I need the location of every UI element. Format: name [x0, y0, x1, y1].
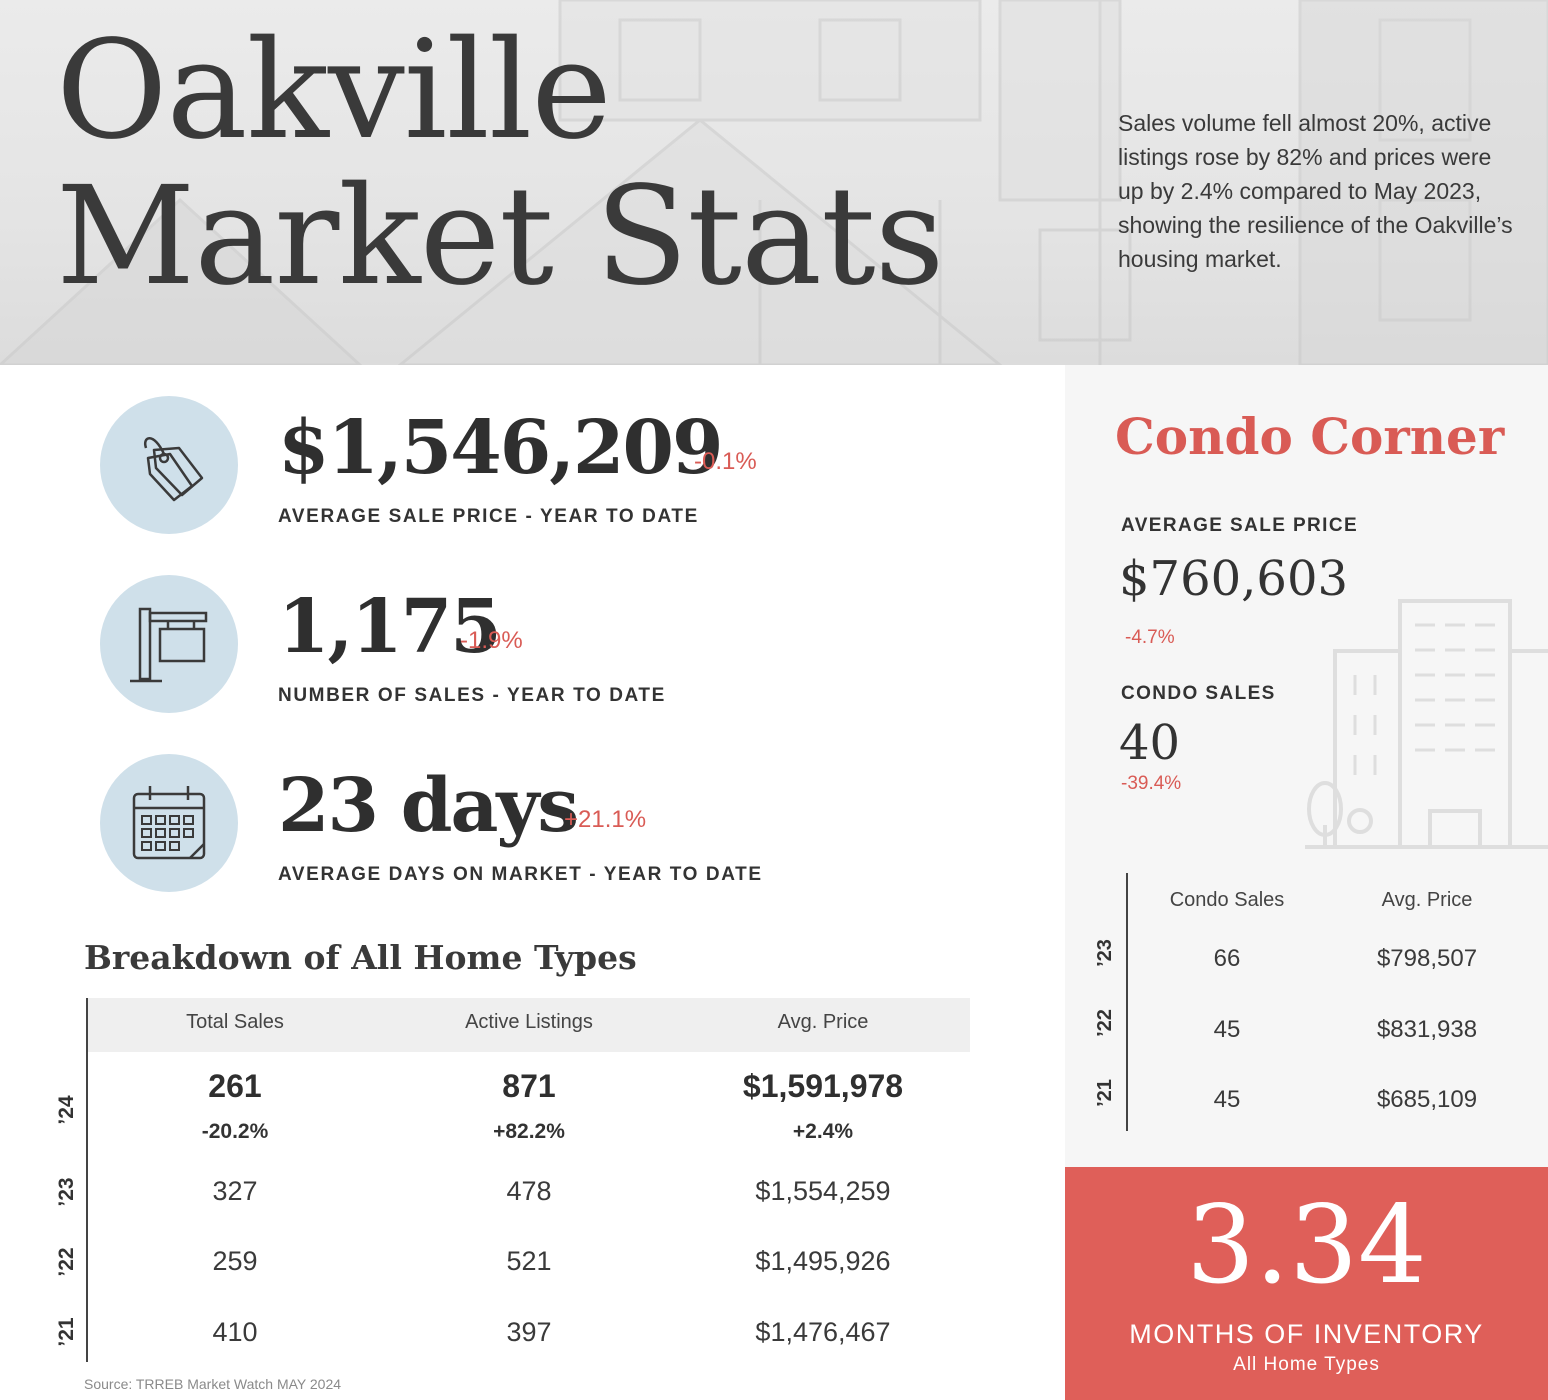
table-cell: 478	[506, 1176, 552, 1206]
header-banner: Oakville Market Stats Sales volume fell …	[0, 0, 1548, 365]
table-cell: 397	[506, 1317, 552, 1347]
row-year-label: ’22	[55, 1247, 78, 1277]
table-cell: $1,495,926	[755, 1246, 891, 1276]
breakdown-header-row: Total Sales Active Listings Avg. Price	[88, 998, 970, 1052]
condo-sales-change: -39.4%	[1121, 773, 1182, 794]
column-header: Avg. Price	[777, 1011, 869, 1033]
row-year-label: ’21	[55, 1317, 78, 1347]
condo-corner-title: Condo Corner	[1115, 407, 1505, 466]
table-cell: $798,507	[1376, 945, 1478, 972]
calendar-icon	[100, 754, 238, 892]
inventory-sublabel: All Home Types	[1233, 1354, 1380, 1375]
table-cell: 521	[506, 1246, 552, 1276]
table-cell-change: -20.2%	[201, 1120, 269, 1143]
breakdown-title: Breakdown of All Home Types	[84, 938, 637, 977]
stat-label: AVERAGE SALE PRICE - YEAR TO DATE	[278, 506, 699, 527]
stat-days-on-market: 23 days +21.1% AVERAGE DAYS ON MARKET - …	[100, 754, 1020, 894]
inventory-value: 3.34	[1186, 1183, 1427, 1308]
source-note: Source: TRREB Market Watch MAY 2024	[84, 1376, 342, 1392]
column-header: Condo Sales	[1169, 889, 1285, 911]
price-tag-icon	[100, 396, 238, 534]
condo-sales-value: 40	[1119, 715, 1181, 771]
table-cell: $685,109	[1376, 1086, 1478, 1113]
condo-table-axis-line	[1126, 873, 1128, 1131]
table-cell: 45	[1213, 1016, 1241, 1043]
condo-sales-label: CONDO SALES	[1121, 683, 1276, 704]
row-year-label: ’24	[55, 1095, 78, 1125]
condo-avg-price-value: $760,603	[1119, 551, 1349, 607]
condo-corner-panel: Condo Corner AVERAGE SALE PRICE $760,603…	[1065, 365, 1548, 1167]
table-cell: 871	[502, 1068, 556, 1104]
column-header: Active Listings	[465, 1011, 593, 1033]
row-year-label: ’23	[55, 1177, 78, 1207]
inventory-label: MONTHS OF INVENTORY	[1129, 1319, 1484, 1349]
stat-value: $1,546,209	[278, 405, 723, 491]
house-background-illustration	[0, 0, 1548, 365]
table-cell-change: +2.4%	[792, 1120, 854, 1143]
intro-text: Sales volume fell almost 20%, active lis…	[1118, 110, 1513, 272]
row-year-label: ’22	[1094, 1009, 1116, 1037]
title-line-2: Market Stats	[56, 158, 944, 316]
condo-avg-price-change: -4.7%	[1125, 627, 1175, 648]
stat-label: AVERAGE DAYS ON MARKET - YEAR TO DATE	[278, 864, 763, 885]
table-cell: 45	[1213, 1086, 1241, 1113]
title-line-1: Oakville	[56, 12, 612, 170]
stat-number-of-sales: 1,175 -1.9% NUMBER OF SALES - YEAR TO DA…	[100, 575, 1020, 715]
table-cell: $1,476,467	[755, 1317, 891, 1347]
stat-change: -1.9%	[460, 627, 523, 654]
table-cell: $831,938	[1376, 1016, 1478, 1043]
stat-value: 23 days	[278, 763, 579, 849]
table-cell: 66	[1213, 945, 1241, 972]
stat-average-sale-price: $1,546,209 -0.1% AVERAGE SALE PRICE - YE…	[100, 396, 1020, 536]
stat-change: -0.1%	[694, 448, 757, 475]
stat-label: NUMBER OF SALES - YEAR TO DATE	[278, 685, 666, 706]
row-year-label: ’23	[1094, 939, 1116, 967]
page-title: Oakville Market Stats	[56, 12, 944, 316]
condo-avg-price-label: AVERAGE SALE PRICE	[1121, 515, 1359, 536]
table-cell-change: +82.2%	[493, 1120, 565, 1143]
months-of-inventory-panel: 3.34 MONTHS OF INVENTORY All Home Types	[1065, 1167, 1548, 1400]
column-header: Avg. Price	[1381, 889, 1473, 911]
table-cell: 259	[212, 1246, 258, 1276]
stat-value: 1,175	[278, 584, 502, 670]
column-header: Total Sales	[186, 1011, 284, 1033]
breakdown-axis-line	[86, 998, 88, 1362]
table-cell: $1,591,978	[742, 1068, 904, 1104]
table-cell: 261	[208, 1068, 262, 1104]
table-cell: 327	[212, 1176, 258, 1206]
table-cell: $1,554,259	[755, 1176, 891, 1206]
stat-change: +21.1%	[564, 806, 647, 833]
row-year-label: ’21	[1094, 1079, 1116, 1107]
condo-building-icon	[1305, 599, 1548, 849]
for-sale-sign-icon	[100, 575, 238, 713]
table-cell: 410	[212, 1317, 258, 1347]
